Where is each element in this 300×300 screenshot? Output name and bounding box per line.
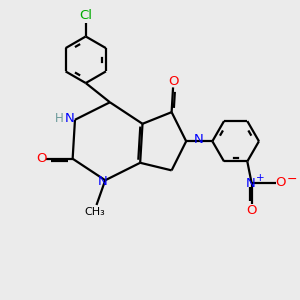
- Text: N: N: [245, 177, 255, 190]
- Text: O: O: [168, 74, 179, 88]
- Text: N: N: [98, 175, 107, 188]
- Text: −: −: [287, 173, 298, 186]
- Text: Cl: Cl: [79, 9, 92, 22]
- Text: N: N: [194, 133, 203, 146]
- Text: O: O: [275, 176, 286, 189]
- Text: +: +: [256, 173, 264, 183]
- Text: CH₃: CH₃: [85, 207, 105, 217]
- Text: N: N: [64, 112, 74, 125]
- Text: O: O: [36, 152, 46, 165]
- Text: O: O: [246, 204, 257, 217]
- Text: H: H: [55, 112, 64, 125]
